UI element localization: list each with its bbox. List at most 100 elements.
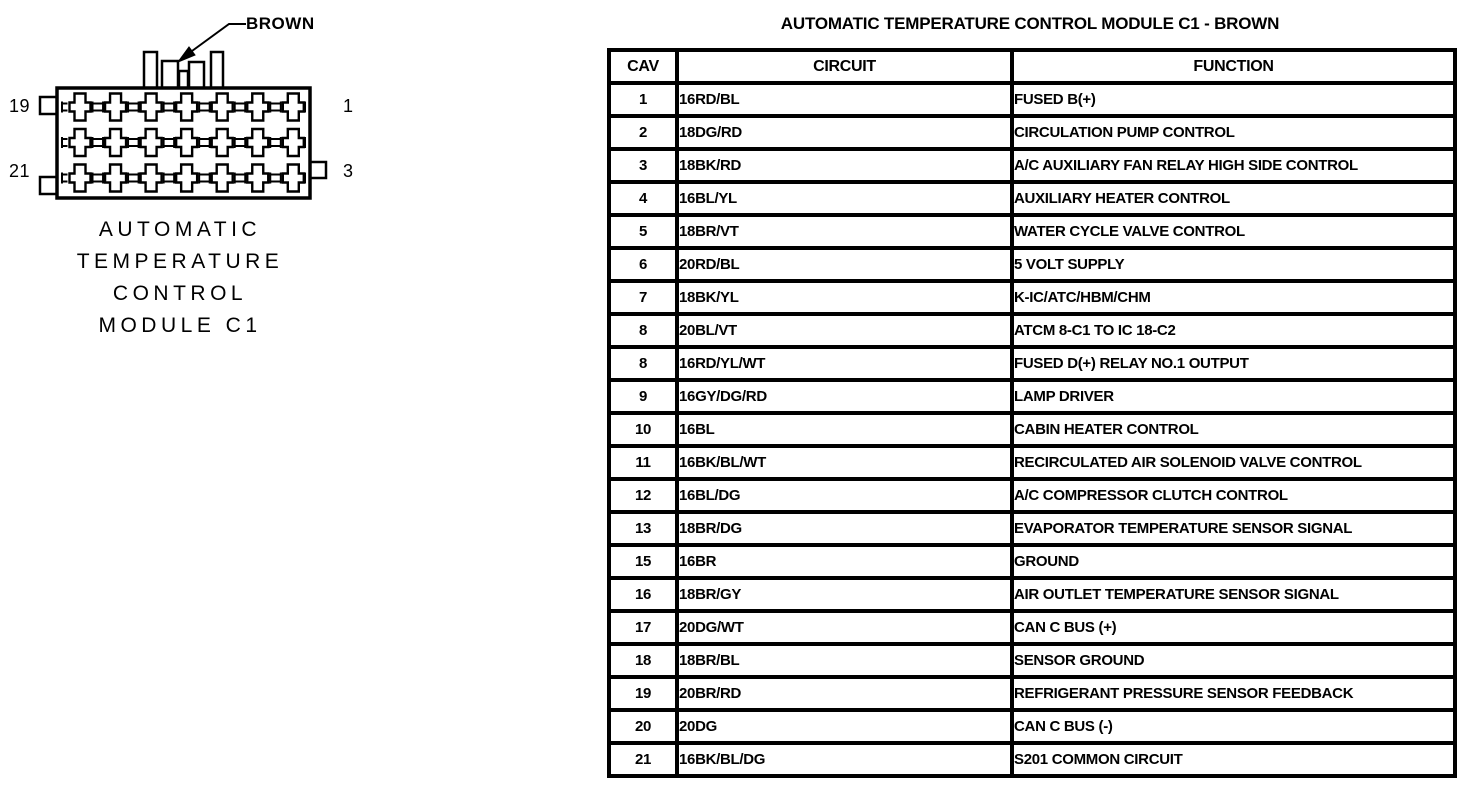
cell-cav: 10: [607, 411, 679, 448]
header-function: FUNCTION: [1010, 48, 1457, 85]
cell-function: REFRIGERANT PRESSURE SENSOR FEEDBACK: [1010, 675, 1457, 712]
table-header-row: CAV CIRCUIT FUNCTION: [607, 48, 1457, 85]
pinout-table-body: 1 16RD/BL FUSED B(+) 2 18DG/RD CIRCULATION PU…: [607, 81, 1457, 778]
terminal-pin: [68, 163, 92, 193]
table-row: 2 18DG/RD CIRCULATION PUMP CONTROL: [607, 114, 1457, 151]
table-row: 8 16RD/YL/WT FUSED D(+) RELAY NO.1 OUTPUT: [607, 345, 1457, 382]
cell-cav: 6: [607, 246, 679, 283]
pin-grid-layer: [61, 92, 306, 193]
cell-circuit: 18BK/YL: [675, 279, 1014, 316]
cell-cav: 20: [607, 708, 679, 745]
cell-cav: 18: [607, 642, 679, 679]
cell-function: GROUND: [1010, 543, 1457, 580]
table-row: 12 16BL/DG A/C COMPRESSOR CLUTCH CONTROL: [607, 477, 1457, 514]
cell-circuit: 16BK/BL/WT: [675, 444, 1014, 481]
cell-circuit: 20RD/BL: [675, 246, 1014, 283]
caption-line: CONTROL: [112, 282, 248, 305]
table-row: 8 20BL/VT ATCM 8-C1 TO IC 18-C2: [607, 312, 1457, 349]
cell-circuit: 20DG: [675, 708, 1014, 745]
cell-cav: 12: [607, 477, 679, 514]
cell-cav: 3: [607, 147, 679, 184]
pinout-table: CAV CIRCUIT FUNCTION 1 16RD/BL FUSED B(+) 2…: [607, 48, 1457, 778]
cell-circuit: 16BL/DG: [675, 477, 1014, 514]
cell-function: EVAPORATOR TEMPERATURE SENSOR SIGNAL: [1010, 510, 1457, 547]
cell-function: WATER CYCLE VALVE CONTROL: [1010, 213, 1457, 250]
cell-circuit: 16RD/BL: [675, 81, 1014, 118]
table-row: 9 16GY/DG/RD LAMP DRIVER: [607, 378, 1457, 415]
cell-function: K-IC/ATC/HBM/CHM: [1010, 279, 1457, 316]
table-row: 21 16BK/BL/DG S201 COMMON CIRCUIT: [607, 741, 1457, 778]
table-row: 1 16RD/BL FUSED B(+): [607, 81, 1457, 118]
cell-circuit: 20BR/RD: [675, 675, 1014, 712]
cell-function: CABIN HEATER CONTROL: [1010, 411, 1457, 448]
cell-circuit: 16BL/YL: [675, 180, 1014, 217]
cell-function: CIRCULATION PUMP CONTROL: [1010, 114, 1457, 151]
pin-label-bottom-right: 3: [343, 161, 354, 181]
cell-cav: 7: [607, 279, 679, 316]
connector-figure: BROWN 19 21 1 3 AUTOMATIC TEMPERATURE CO…: [0, 0, 600, 400]
cell-function: FUSED D(+) RELAY NO.1 OUTPUT: [1010, 345, 1457, 382]
terminal-pin: [139, 92, 163, 122]
cell-circuit: 16BL: [675, 411, 1014, 448]
cell-function: 5 VOLT SUPPLY: [1010, 246, 1457, 283]
header-circuit: CIRCUIT: [675, 48, 1014, 85]
terminal-pin: [68, 92, 92, 122]
cell-cav: 13: [607, 510, 679, 547]
cell-circuit: 18BR/GY: [675, 576, 1014, 613]
table-row: 20 20DG CAN C BUS (-): [607, 708, 1457, 745]
terminal-pin: [246, 127, 270, 158]
table-row: 5 18BR/VT WATER CYCLE VALVE CONTROL: [607, 213, 1457, 250]
table-row: 15 16BR GROUND: [607, 543, 1457, 580]
terminal-pin: [139, 127, 163, 158]
table-row: 17 20DG/WT CAN C BUS (+): [607, 609, 1457, 646]
caption-line: TEMPERATURE: [76, 250, 284, 273]
table-row: 4 16BL/YL AUXILIARY HEATER CONTROL: [607, 180, 1457, 217]
cell-circuit: 20DG/WT: [675, 609, 1014, 646]
cell-function: AIR OUTLET TEMPERATURE SENSOR SIGNAL: [1010, 576, 1457, 613]
cell-function: RECIRCULATED AIR SOLENOID VALVE CONTROL: [1010, 444, 1457, 481]
cell-function: SENSOR GROUND: [1010, 642, 1457, 679]
terminal-pin: [174, 163, 199, 193]
cell-cav: 2: [607, 114, 679, 151]
brown-leader-line: [191, 23, 246, 52]
table-title: AUTOMATIC TEMPERATURE CONTROL MODULE C1 …: [780, 14, 1280, 33]
pin-label-bottom-left: 21: [8, 161, 30, 181]
cell-circuit: 16RD/YL/WT: [675, 345, 1014, 382]
terminal-pin: [281, 163, 305, 193]
table-row: 19 20BR/RD REFRIGERANT PRESSURE SENSOR FEE…: [607, 675, 1457, 712]
cell-cav: 11: [607, 444, 679, 481]
cell-cav: 19: [607, 675, 679, 712]
cell-cav: 4: [607, 180, 679, 217]
connector-color-label: BROWN: [246, 14, 315, 33]
cell-cav: 15: [607, 543, 679, 580]
latch-tab: [142, 50, 159, 94]
cell-function: ATCM 8-C1 TO IC 18-C2: [1010, 312, 1457, 349]
cell-circuit: 18BK/RD: [675, 147, 1014, 184]
cell-cav: 16: [607, 576, 679, 613]
terminal-pin: [139, 163, 163, 193]
terminal-pin: [210, 127, 234, 158]
cell-circuit: 18BR/BL: [675, 642, 1014, 679]
terminal-pin: [103, 163, 128, 193]
table-row: 6 20RD/BL 5 VOLT SUPPLY: [607, 246, 1457, 283]
terminal-pin: [174, 92, 199, 122]
terminal-pin: [246, 163, 270, 193]
cell-function: LAMP DRIVER: [1010, 378, 1457, 415]
caption-line: MODULE C1: [98, 314, 262, 337]
terminal-pin: [68, 127, 92, 158]
cell-function: CAN C BUS (-): [1010, 708, 1457, 745]
cell-function: A/C COMPRESSOR CLUTCH CONTROL: [1010, 477, 1457, 514]
cell-circuit: 18BR/DG: [675, 510, 1014, 547]
cell-circuit: 18BR/VT: [675, 213, 1014, 250]
cell-cav: 5: [607, 213, 679, 250]
table-row: 16 18BR/GY AIR OUTLET TEMPERATURE SENSOR S…: [607, 576, 1457, 613]
header-cav: CAV: [607, 48, 679, 85]
terminal-pin: [174, 127, 199, 158]
cell-circuit: 18DG/RD: [675, 114, 1014, 151]
cell-circuit: 16BK/BL/DG: [675, 741, 1014, 778]
terminal-pin: [281, 92, 305, 122]
table-row: 7 18BK/YL K-IC/ATC/HBM/CHM: [607, 279, 1457, 316]
table-row: 10 16BL CABIN HEATER CONTROL: [607, 411, 1457, 448]
terminal-pin: [246, 92, 270, 122]
